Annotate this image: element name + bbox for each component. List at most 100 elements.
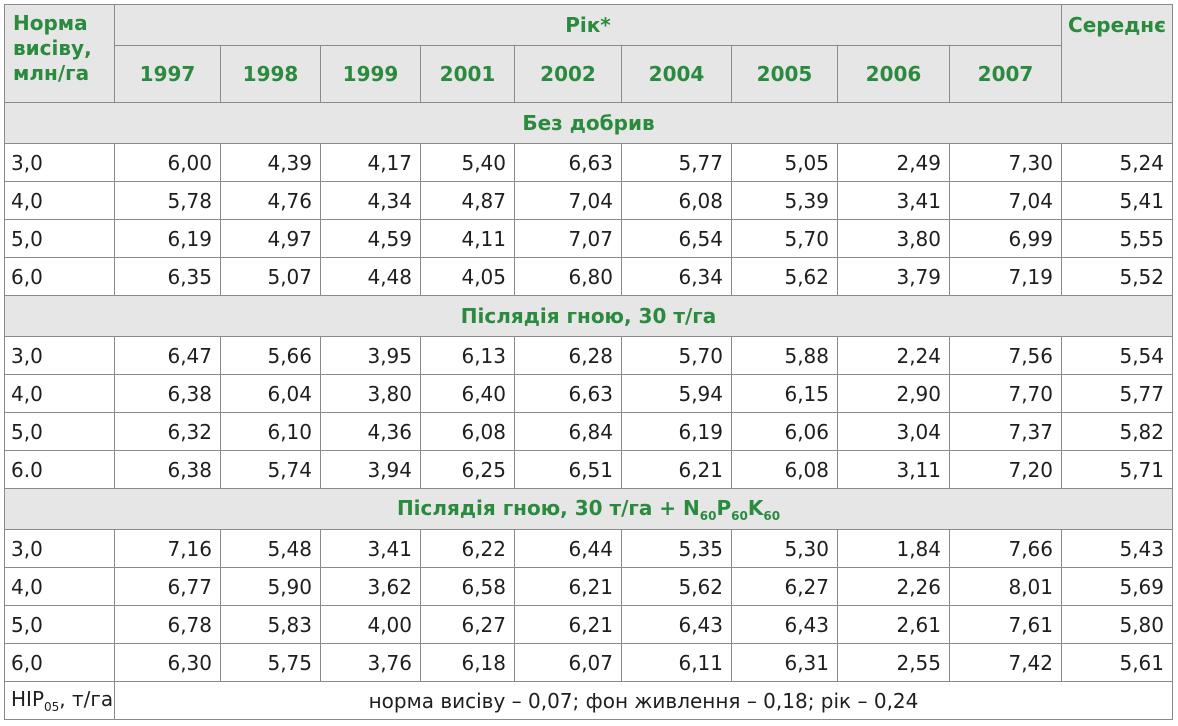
norm-cell: 6,0 xyxy=(4,643,115,682)
yield-cell: 6,21 xyxy=(514,605,622,644)
yield-cell: 2,61 xyxy=(837,605,950,644)
yield-cell: 4,87 xyxy=(420,181,515,220)
yield-cell: 8,01 xyxy=(949,567,1062,606)
yield-cell: 7,66 xyxy=(949,529,1062,568)
yield-cell: 6,08 xyxy=(621,181,732,220)
yield-cell: 6,21 xyxy=(621,450,732,489)
yield-cell: 6,08 xyxy=(731,450,838,489)
yield-cell: 4,34 xyxy=(320,181,421,220)
yield-cell: 3,79 xyxy=(837,257,950,296)
average-column-header: Середнє xyxy=(1061,4,1173,103)
year-header: 2007 xyxy=(949,45,1062,103)
yield-cell: 3,41 xyxy=(837,181,950,220)
section-header-row: Без добрив xyxy=(4,102,1173,144)
yield-cell: 6,38 xyxy=(114,450,221,489)
yield-cell: 6,44 xyxy=(514,529,622,568)
yield-cell: 3,76 xyxy=(320,643,421,682)
yield-cell: 6,99 xyxy=(949,219,1062,258)
yield-cell: 7,20 xyxy=(949,450,1062,489)
section-title: Післядія гною, 30 т/га + N60P60K60 xyxy=(4,488,1173,530)
yield-cell: 6,00 xyxy=(114,143,221,182)
yield-cell: 7,04 xyxy=(514,181,622,220)
yield-cell: 6,18 xyxy=(420,643,515,682)
norm-cell: 4,0 xyxy=(4,181,115,220)
nutrient-symbol: N xyxy=(683,495,700,520)
norm-cell: 5,0 xyxy=(4,605,115,644)
yield-cell: 6,06 xyxy=(731,412,838,451)
yield-cell: 6,32 xyxy=(114,412,221,451)
yield-cell: 6,27 xyxy=(731,567,838,606)
yield-cell: 6,19 xyxy=(114,219,221,258)
yield-cell: 7,04 xyxy=(949,181,1062,220)
average-cell: 5,43 xyxy=(1061,529,1173,568)
yield-cell: 5,74 xyxy=(220,450,321,489)
lsd-label-main: НІР xyxy=(11,687,44,711)
average-cell: 5,80 xyxy=(1061,605,1173,644)
year-header: 2002 xyxy=(514,45,622,103)
table-row: 5,0 6,19 4,97 4,59 4,11 7,07 6,54 5,70 3,80 6,99 5… xyxy=(4,219,1173,258)
lsd-label-unit: , т/га xyxy=(59,687,114,711)
section-title-prefix: Післядія гною, 30 т/га + xyxy=(396,495,684,520)
yield-cell: 6,34 xyxy=(621,257,732,296)
average-cell: 5,77 xyxy=(1061,374,1173,413)
yield-cell: 3,04 xyxy=(837,412,950,451)
yield-cell: 6,04 xyxy=(220,374,321,413)
table-row: 6.0 6,38 5,74 3,94 6,25 6,51 6,21 6,08 3,11 7,20 5… xyxy=(4,450,1173,489)
norm-cell: 5,0 xyxy=(4,412,115,451)
year-header: 2005 xyxy=(731,45,838,103)
table-footer: НІР05, т/га норма висіву – 0,07; фон жив… xyxy=(4,681,1173,720)
yield-cell: 6,19 xyxy=(621,412,732,451)
yield-cell: 6,43 xyxy=(621,605,732,644)
yield-cell: 2,49 xyxy=(837,143,950,182)
yield-cell: 6,10 xyxy=(220,412,321,451)
yield-cell: 6,07 xyxy=(514,643,622,682)
yield-cell: 5,30 xyxy=(731,529,838,568)
yield-cell: 6,31 xyxy=(731,643,838,682)
average-cell: 5,52 xyxy=(1061,257,1173,296)
average-cell: 5,61 xyxy=(1061,643,1173,682)
norm-cell: 5,0 xyxy=(4,219,115,258)
yield-cell: 5,70 xyxy=(731,219,838,258)
section-header-row: Післядія гною, 30 т/га xyxy=(4,295,1173,337)
yield-cell: 4,39 xyxy=(220,143,321,182)
yield-cell: 5,90 xyxy=(220,567,321,606)
yield-cell: 6,35 xyxy=(114,257,221,296)
nutrient-symbol: P xyxy=(716,495,732,520)
table-row: 3,0 6,00 4,39 4,17 5,40 6,63 5,77 5,05 2,49 7,30 5… xyxy=(4,143,1173,182)
yield-cell: 5,07 xyxy=(220,257,321,296)
year-header: 2001 xyxy=(420,45,515,103)
yield-cell: 5,88 xyxy=(731,336,838,375)
yield-cell: 5,78 xyxy=(114,181,221,220)
yield-cell: 4,05 xyxy=(420,257,515,296)
nutrient-rate: 60 xyxy=(731,508,748,523)
yield-cell: 3,80 xyxy=(837,219,950,258)
average-cell: 5,82 xyxy=(1061,412,1173,451)
yield-cell: 3,94 xyxy=(320,450,421,489)
year-header: 1998 xyxy=(220,45,321,103)
yield-cell: 6,25 xyxy=(420,450,515,489)
yield-cell: 7,61 xyxy=(949,605,1062,644)
yield-cell: 7,56 xyxy=(949,336,1062,375)
yield-cell: 5,39 xyxy=(731,181,838,220)
yield-cell: 2,90 xyxy=(837,374,950,413)
year-header: 2006 xyxy=(837,45,950,103)
yield-cell: 4,11 xyxy=(420,219,515,258)
average-cell: 5,41 xyxy=(1061,181,1173,220)
yield-cell: 3,11 xyxy=(837,450,950,489)
norm-cell: 4,0 xyxy=(4,567,115,606)
nutrient-rate: 60 xyxy=(763,508,781,523)
section-title: Післядія гною, 30 т/га xyxy=(4,295,1173,337)
yield-cell: 2,55 xyxy=(837,643,950,682)
average-cell: 5,71 xyxy=(1061,450,1173,489)
yield-cell: 6,80 xyxy=(514,257,622,296)
table-row: 6,0 6,30 5,75 3,76 6,18 6,07 6,11 6,31 2,55 7,42 5… xyxy=(4,643,1173,682)
nutrient-rate: 60 xyxy=(699,508,717,523)
average-cell: 5,24 xyxy=(1061,143,1173,182)
yield-cell: 7,30 xyxy=(949,143,1062,182)
yield-cell: 7,37 xyxy=(949,412,1062,451)
yield-cell: 3,80 xyxy=(320,374,421,413)
yield-cell: 7,19 xyxy=(949,257,1062,296)
yield-cell: 4,00 xyxy=(320,605,421,644)
year-header: 1997 xyxy=(114,45,221,103)
yield-cell: 5,62 xyxy=(731,257,838,296)
